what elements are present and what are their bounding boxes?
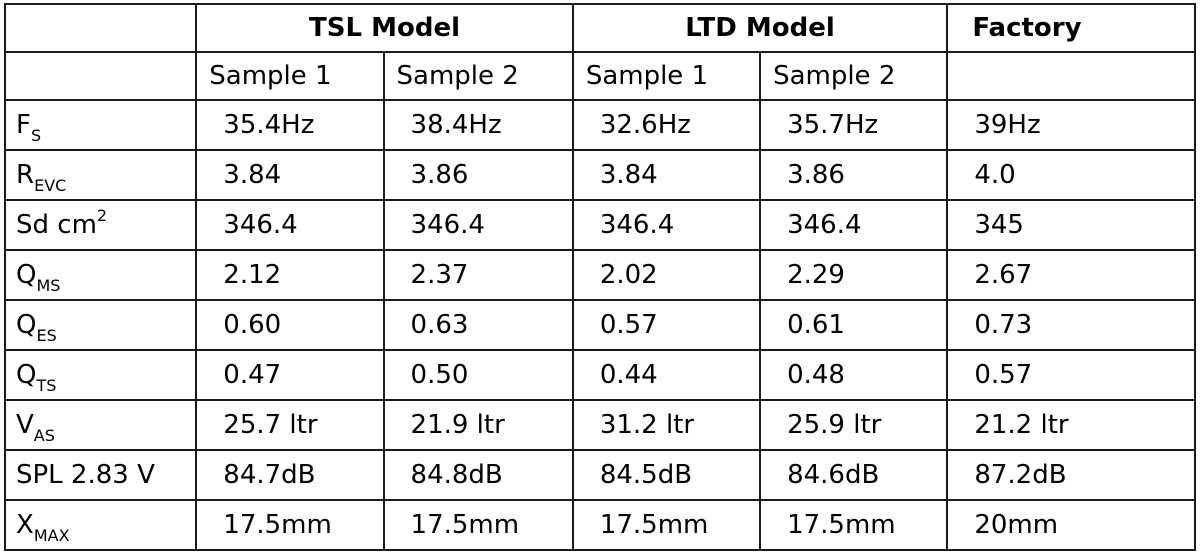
value-cell: 3.86 xyxy=(382,149,574,201)
value-cell: 0.73 xyxy=(946,299,1196,351)
corner-cell xyxy=(3,51,198,101)
value-cell: 84.7dB xyxy=(195,449,385,501)
sample-header-row: Sample 1 Sample 2 Sample 1 Sample 2 xyxy=(3,51,1196,101)
parameter-label: Sd cm2 xyxy=(3,199,198,251)
value-cell: 38.4Hz xyxy=(382,99,574,151)
parameter-label: QMS xyxy=(3,249,198,301)
value-cell: 0.61 xyxy=(759,299,949,351)
value-cell: 0.44 xyxy=(571,349,762,401)
value-cell: 17.5mm xyxy=(571,499,762,551)
value-cell: 2.02 xyxy=(571,249,762,301)
group-header-row: TSL Model LTD Model Factory xyxy=(3,3,1196,53)
table-row: XMAX 17.5mm 17.5mm 17.5mm 17.5mm 20mm xyxy=(3,499,1196,551)
value-cell: 25.7 ltr xyxy=(195,399,385,451)
value-cell: 32.6Hz xyxy=(571,99,762,151)
sample-header-tsl-sample-2: Sample 2 xyxy=(382,51,574,101)
value-cell: 35.4Hz xyxy=(195,99,385,151)
value-cell: 21.2 ltr xyxy=(946,399,1196,451)
group-header-ltd-model: LTD Model xyxy=(571,3,949,53)
value-cell: 25.9 ltr xyxy=(759,399,949,451)
parameter-label: QES xyxy=(3,299,198,351)
table-row: FS 35.4Hz 38.4Hz 32.6Hz 35.7Hz 39Hz xyxy=(3,99,1196,151)
value-cell: 20mm xyxy=(946,499,1196,551)
group-header-tsl-model: TSL Model xyxy=(195,3,574,53)
parameter-label: QTS xyxy=(3,349,198,401)
parameter-symbol: Q xyxy=(16,260,37,290)
value-cell: 346.4 xyxy=(759,199,949,251)
parameter-subscript: AS xyxy=(33,426,55,445)
parameter-subscript: ES xyxy=(36,326,57,345)
table-row: SPL 2.83 V 84.7dB 84.8dB 84.5dB 84.6dB 87.2dB xyxy=(3,449,1196,501)
value-cell: 345 xyxy=(946,199,1196,251)
value-cell: 0.63 xyxy=(382,299,574,351)
table-row: QES 0.60 0.63 0.57 0.61 0.73 xyxy=(3,299,1196,351)
value-cell: 87.2dB xyxy=(946,449,1196,501)
parameter-symbol: Sd cm xyxy=(16,210,97,240)
value-cell: 17.5mm xyxy=(195,499,385,551)
parameter-symbol: SPL 2.83 V xyxy=(16,460,155,490)
parameter-label: VAS xyxy=(3,399,198,451)
table-row: Sd cm2 346.4 346.4 346.4 346.4 345 xyxy=(3,199,1196,251)
parameter-symbol: V xyxy=(16,410,34,440)
value-cell: 84.5dB xyxy=(571,449,762,501)
table-row: QTS 0.47 0.50 0.44 0.48 0.57 xyxy=(3,349,1196,401)
value-cell: 346.4 xyxy=(571,199,762,251)
value-cell: 39Hz xyxy=(946,99,1196,151)
corner-cell xyxy=(3,3,198,53)
parameter-symbol: R xyxy=(16,160,35,190)
value-cell: 17.5mm xyxy=(382,499,574,551)
value-cell: 31.2 ltr xyxy=(571,399,762,451)
parameter-label: REVC xyxy=(3,149,198,201)
value-cell: 2.29 xyxy=(759,249,949,301)
value-cell: 3.84 xyxy=(571,149,762,201)
table-row: QMS 2.12 2.37 2.02 2.29 2.67 xyxy=(3,249,1196,301)
sample-header-tsl-sample-1: Sample 1 xyxy=(195,51,385,101)
value-cell: 84.6dB xyxy=(759,449,949,501)
value-cell: 2.37 xyxy=(382,249,574,301)
parameter-subscript: MAX xyxy=(33,526,70,545)
parameter-label: XMAX xyxy=(3,499,198,551)
value-cell: 0.47 xyxy=(195,349,385,401)
value-cell: 3.84 xyxy=(195,149,385,201)
parameter-superscript: 2 xyxy=(96,206,108,225)
value-cell: 84.8dB xyxy=(382,449,574,501)
value-cell: 0.60 xyxy=(195,299,385,351)
value-cell: 21.9 ltr xyxy=(382,399,574,451)
parameter-symbol: F xyxy=(16,110,31,140)
value-cell: 346.4 xyxy=(382,199,574,251)
table-row: VAS 25.7 ltr 21.9 ltr 31.2 ltr 25.9 ltr 21.2 … xyxy=(3,399,1196,451)
parameter-symbol: X xyxy=(16,510,34,540)
parameter-label: SPL 2.83 V xyxy=(3,449,198,501)
value-cell: 35.7Hz xyxy=(759,99,949,151)
value-cell: 346.4 xyxy=(195,199,385,251)
parameter-symbol: Q xyxy=(16,360,37,390)
value-cell: 0.50 xyxy=(382,349,574,401)
parameter-subscript: MS xyxy=(36,276,61,295)
value-cell: 0.57 xyxy=(571,299,762,351)
parameter-subscript: EVC xyxy=(34,176,67,195)
parameter-subscript: S xyxy=(30,126,42,145)
value-cell: 17.5mm xyxy=(759,499,949,551)
value-cell: 0.48 xyxy=(759,349,949,401)
parameter-label: FS xyxy=(3,99,198,151)
table-row: REVC 3.84 3.86 3.84 3.86 4.0 xyxy=(3,149,1196,201)
value-cell: 2.12 xyxy=(195,249,385,301)
value-cell: 3.86 xyxy=(759,149,949,201)
sample-header-ltd-sample-2: Sample 2 xyxy=(759,51,949,101)
sample-header-ltd-sample-1: Sample 1 xyxy=(571,51,762,101)
group-header-factory: Factory xyxy=(946,3,1196,53)
value-cell: 2.67 xyxy=(946,249,1196,301)
parameter-subscript: TS xyxy=(36,376,57,395)
value-cell: 0.57 xyxy=(946,349,1196,401)
sample-header-factory-empty xyxy=(946,51,1196,101)
parameter-symbol: Q xyxy=(16,310,37,340)
speaker-spec-table: TSL Model LTD Model Factory Sample 1 Sam… xyxy=(3,3,1196,551)
value-cell: 4.0 xyxy=(946,149,1196,201)
